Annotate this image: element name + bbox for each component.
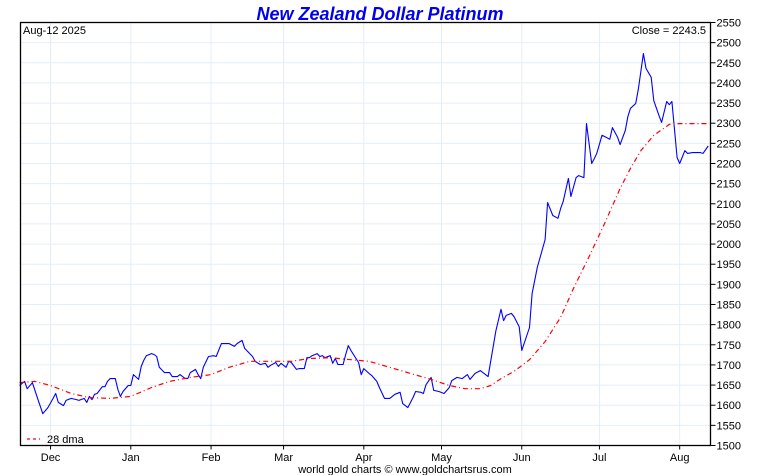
y-tick-label: 1700 bbox=[717, 360, 741, 372]
close-label: Close = 2243.5 bbox=[632, 25, 706, 37]
y-tick-label: 1600 bbox=[717, 400, 741, 412]
y-tick-label: 2200 bbox=[717, 159, 741, 171]
x-tick-label: Apr bbox=[355, 452, 372, 464]
legend: 28 dma bbox=[27, 434, 85, 446]
grid bbox=[20, 22, 711, 446]
date-label: Aug-12 2025 bbox=[23, 25, 86, 37]
y-tick-label: 1800 bbox=[717, 320, 741, 332]
series-layer bbox=[19, 52, 709, 415]
y-tick-label: 2400 bbox=[717, 78, 741, 90]
x-axis: Dec Jan Feb Mar Apr May Jun Jul Aug bbox=[41, 445, 690, 464]
x-tick-label: Jun bbox=[513, 452, 531, 464]
legend-label-28-dma: 28 dma bbox=[47, 434, 85, 446]
y-axis: 1500 1550 1600 1650 1700 1750 1800 1850 1900 1950… bbox=[710, 18, 741, 453]
y-tick-label: 2450 bbox=[717, 58, 741, 70]
y-tick-label: 1550 bbox=[717, 420, 741, 432]
y-tick-label: 2350 bbox=[717, 98, 741, 110]
y-tick-label: 2550 bbox=[717, 18, 741, 30]
y-tick-label: 1750 bbox=[717, 340, 741, 352]
y-tick-label: 2300 bbox=[717, 118, 741, 130]
x-tick-label: Dec bbox=[41, 452, 61, 464]
y-tick-label: 2000 bbox=[717, 239, 741, 251]
y-tick-label: 1850 bbox=[717, 300, 741, 312]
price-line bbox=[19, 52, 709, 415]
x-tick-label: May bbox=[431, 452, 452, 464]
y-tick-label: 2150 bbox=[717, 179, 741, 191]
y-tick-label: 1500 bbox=[717, 441, 741, 453]
y-tick-label: 1900 bbox=[717, 279, 741, 291]
y-tick-label: 1650 bbox=[717, 380, 741, 392]
y-tick-label: 1950 bbox=[717, 259, 741, 271]
y-tick-label: 2050 bbox=[717, 219, 741, 231]
x-tick-label: Mar bbox=[274, 452, 293, 464]
x-tick-label: Jul bbox=[592, 452, 606, 464]
chart-title: New Zealand Dollar Platinum bbox=[256, 4, 503, 24]
y-tick-label: 2250 bbox=[717, 138, 741, 150]
footer-credit: world gold charts © www.goldchartsrus.co… bbox=[297, 464, 512, 475]
x-tick-label: Aug bbox=[670, 452, 690, 464]
x-tick-label: Jan bbox=[122, 452, 140, 464]
plot-frame bbox=[19, 21, 712, 447]
dma-line bbox=[19, 122, 709, 399]
x-tick-label: Feb bbox=[202, 452, 221, 464]
y-tick-label: 2500 bbox=[717, 38, 741, 50]
y-tick-label: 2100 bbox=[717, 199, 741, 211]
